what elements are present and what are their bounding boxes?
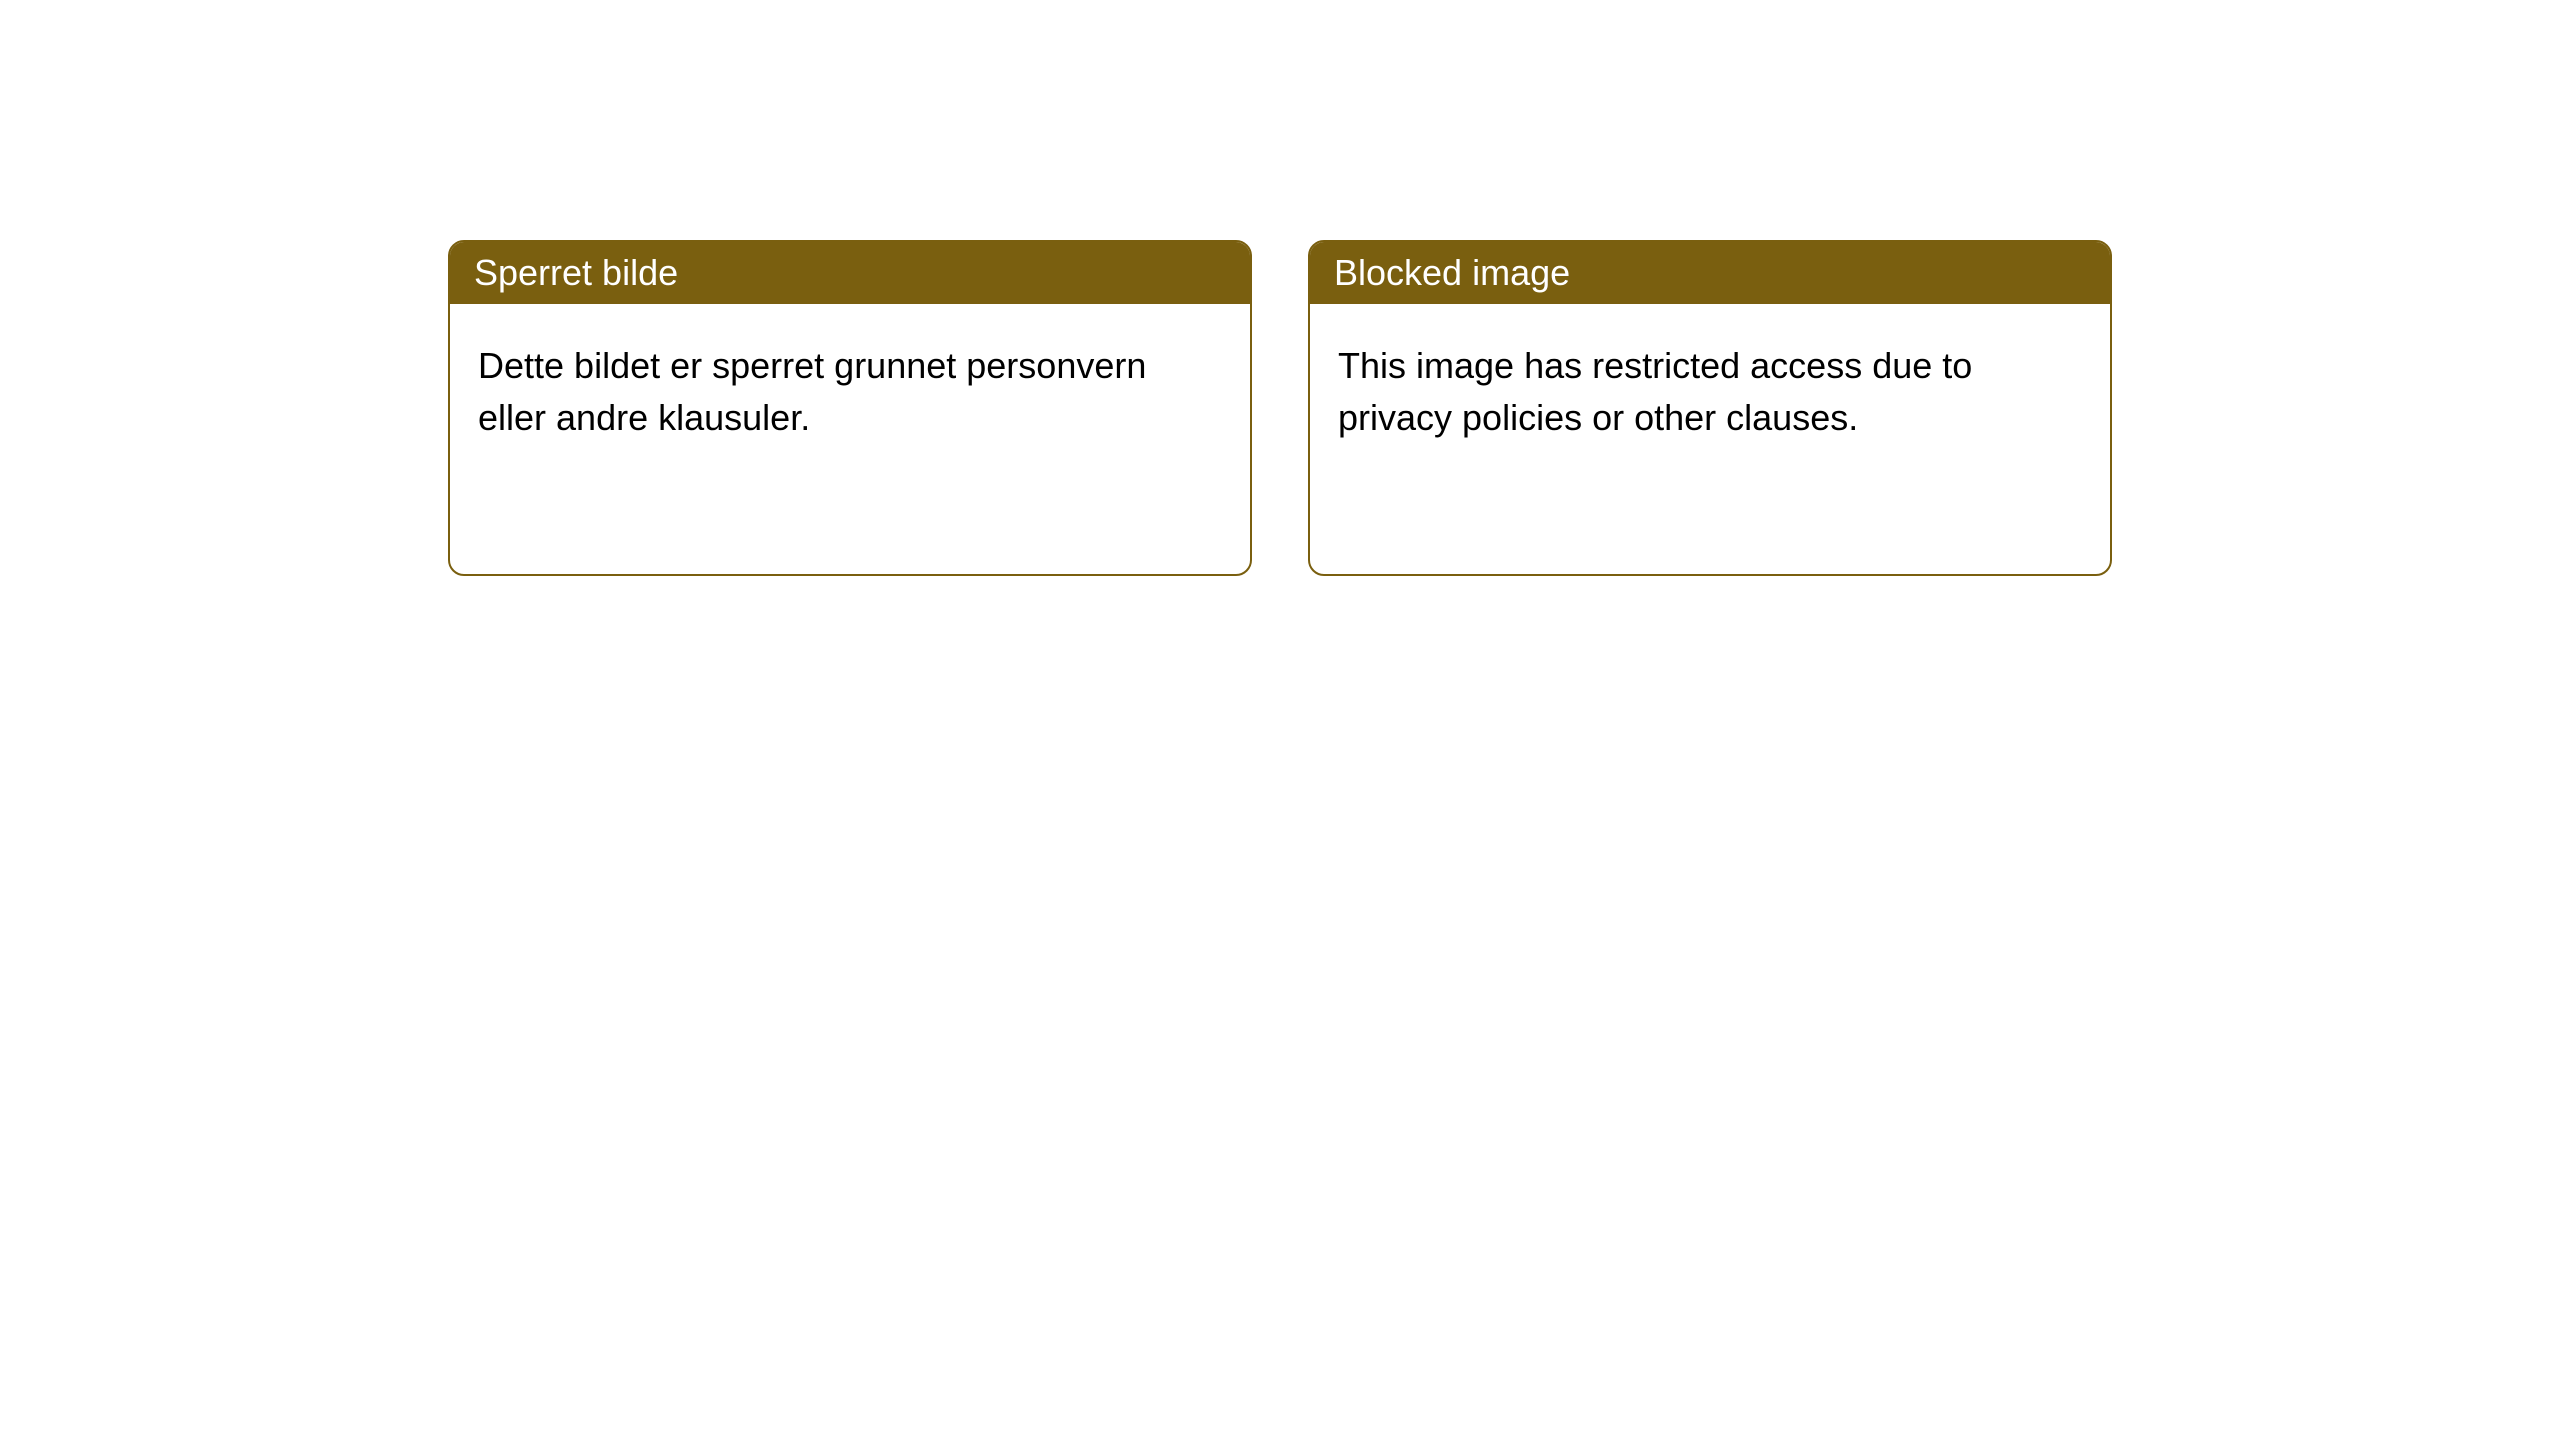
- blocked-image-card-en: Blocked image This image has restricted …: [1308, 240, 2112, 576]
- card-body: Dette bildet er sperret grunnet personve…: [450, 304, 1250, 480]
- card-header: Blocked image: [1310, 242, 2110, 304]
- notice-container: Sperret bilde Dette bildet er sperret gr…: [0, 0, 2560, 576]
- blocked-image-card-no: Sperret bilde Dette bildet er sperret gr…: [448, 240, 1252, 576]
- card-header: Sperret bilde: [450, 242, 1250, 304]
- card-body: This image has restricted access due to …: [1310, 304, 2110, 480]
